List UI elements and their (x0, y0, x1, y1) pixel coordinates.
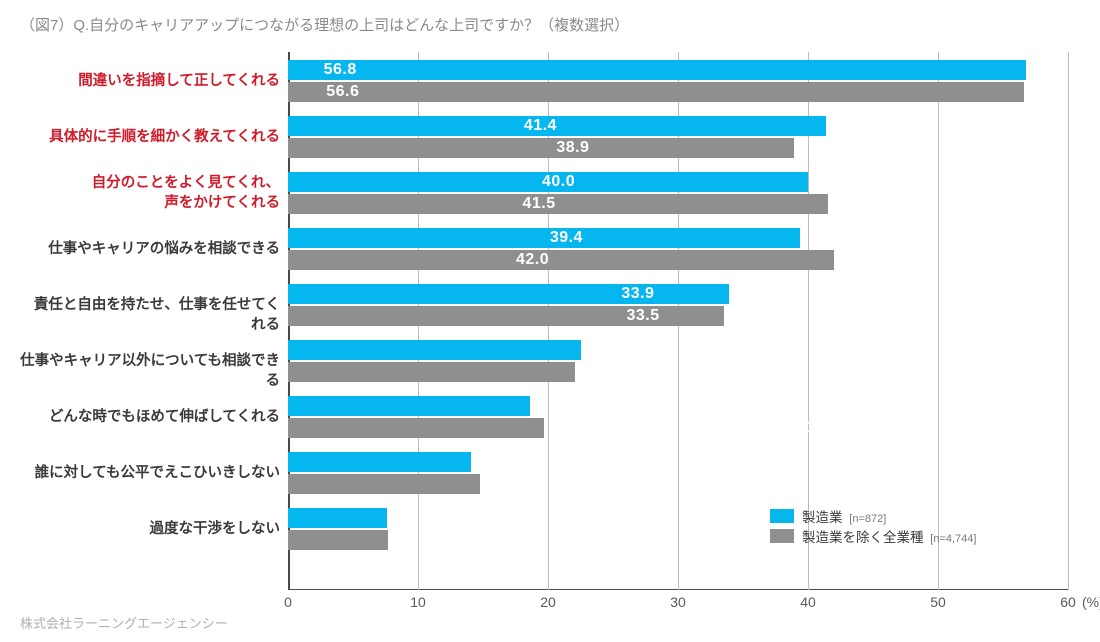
bar-b (288, 362, 575, 382)
bar-a (288, 452, 471, 472)
bar-value-label: 33.5 (627, 306, 1063, 326)
bar-value-label: 40.0 (542, 172, 1062, 192)
category-label: 仕事やキャリア以外についても相談できる (20, 352, 280, 391)
bar-value-label: 33.9 (621, 284, 1062, 304)
bar-a (288, 508, 387, 528)
bar-value-label: 42.0 (516, 250, 1062, 270)
grid-line (1068, 52, 1069, 590)
category-label: 過度な干渉をしない (20, 520, 280, 540)
x-tick-label: 40 (800, 594, 816, 610)
category-label: 責任と自由を持たせ、仕事を任せてくれる (20, 296, 280, 335)
x-tick-label: 50 (930, 594, 946, 610)
bar-value-label: 22.5 (770, 340, 1063, 360)
bar-value-label: 22.1 (775, 362, 1062, 382)
bar-value-label: 19.7 (806, 418, 1062, 438)
legend-swatch (770, 509, 794, 523)
bar-value-label: 38.9 (556, 138, 1062, 158)
footer-credit: 株式会社ラーニングエージェンシー (20, 613, 228, 632)
x-tick-label: 10 (410, 594, 426, 610)
legend-item: 製造業を除く全業種 [n=4,744] (770, 526, 1030, 546)
x-tick-label: 30 (670, 594, 686, 610)
bar-value-label: 41.5 (523, 194, 1063, 214)
category-label: 誰に対しても公平でえこひいきしない (20, 464, 280, 484)
bar-value-label: 41.4 (524, 116, 1062, 136)
legend: 製造業 [n=872]製造業を除く全業種 [n=4,744] (770, 506, 1030, 546)
bar-value-label: 39.4 (550, 228, 1062, 248)
bar-value-label: 56.6 (326, 82, 1062, 102)
bar-a (288, 340, 581, 360)
legend-swatch (770, 529, 794, 543)
bar-value-label: 14.8 (870, 474, 1062, 494)
category-label: 具体的に手順を細かく教えてくれる (20, 128, 280, 148)
category-label: どんな時でもほめて伸ばしてくれる (20, 408, 280, 428)
bar-a (288, 396, 530, 416)
x-unit-label: (%) (1082, 594, 1100, 610)
bar-b (288, 418, 544, 438)
chart-title: （図7）Q.自分のキャリアアップにつながる理想の上司はどんな上司ですか？（複数選… (20, 14, 629, 35)
x-tick-label: 0 (284, 594, 292, 610)
x-tick-label: 60 (1060, 594, 1076, 610)
category-label: 間違いを指摘して正してくれる (20, 72, 280, 92)
category-label: 自分のことをよく見てくれ、声をかけてくれる (20, 174, 280, 213)
legend-item: 製造業 [n=872] (770, 506, 1030, 526)
bar-b (288, 530, 388, 550)
legend-label: 製造業 [n=872] (802, 506, 886, 526)
bar-value-label: 18.6 (820, 396, 1062, 416)
bar-value-label: 56.8 (324, 60, 1062, 80)
bar-b (288, 474, 480, 494)
bar-value-label: 14.1 (879, 452, 1062, 472)
category-label: 仕事やキャリアの悩みを相談できる (20, 240, 280, 260)
x-tick-label: 20 (540, 594, 556, 610)
legend-label: 製造業を除く全業種 [n=4,744] (802, 526, 976, 546)
